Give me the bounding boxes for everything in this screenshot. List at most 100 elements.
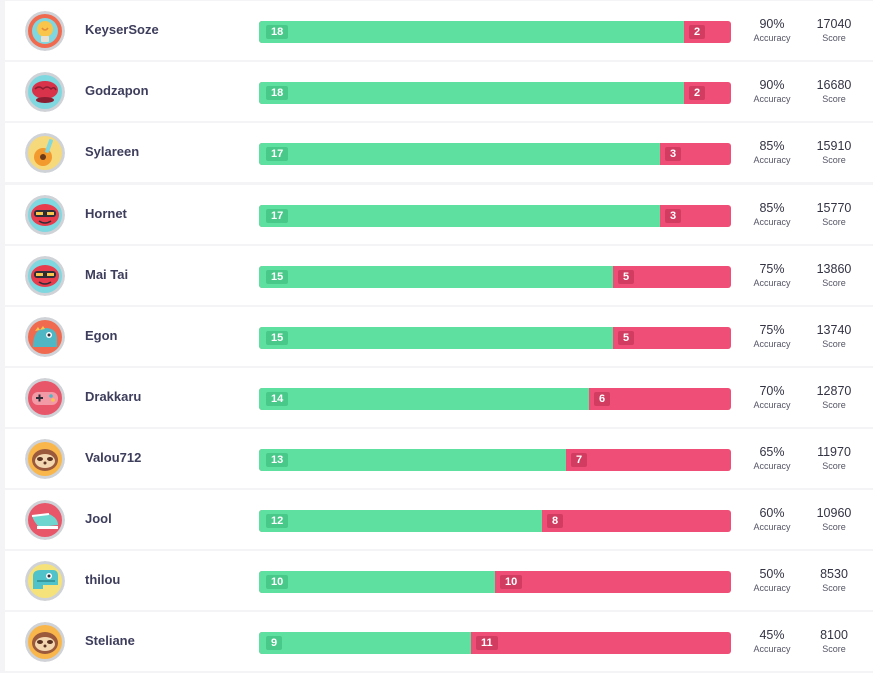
score-label: Score [822,339,846,349]
player-row[interactable]: Valou712 13 7 65% Accuracy 11970 Score [5,429,873,488]
accuracy-label: Accuracy [753,522,791,532]
accuracy-label: Accuracy [753,339,791,349]
correct-count: 13 [266,453,289,467]
accuracy-stat: 45% Accuracy [742,628,802,655]
accuracy-label: Accuracy [753,155,791,165]
score-value: 13860 [816,262,852,276]
accuracy-stat: 75% Accuracy [742,262,802,289]
accuracy-label: Accuracy [753,400,791,410]
accuracy-label: Accuracy [753,644,791,654]
player-row[interactable]: Mai Tai 15 5 75% Accuracy 13860 Score [5,246,873,305]
correct-count: 10 [266,575,289,589]
player-row[interactable]: KeyserSoze 18 2 90% Accuracy 17040 Score [5,1,873,60]
accuracy-stat: 60% Accuracy [742,506,802,533]
correct-count: 15 [266,331,289,345]
sloth-icon [25,439,65,479]
score-label: Score [822,400,846,410]
incorrect-count: 8 [547,514,564,528]
player-name: Sylareen [85,144,140,159]
answer-bar: 18 2 [259,82,731,104]
correct-bar [259,388,589,410]
player-name: Hornet [85,206,127,221]
correct-bar [259,143,660,165]
correct-bar [259,632,471,654]
score-stat: 10960 Score [804,506,864,533]
score-label: Score [822,278,846,288]
accuracy-value: 75% [759,262,785,276]
player-name: Jool [85,511,112,526]
player-row[interactable]: Steliane 9 11 45% Accuracy 8100 Score [5,612,873,671]
dinosaur-icon [25,317,65,357]
answer-bar: 17 3 [259,205,731,227]
score-stat: 12870 Score [804,384,864,411]
score-value: 15770 [816,201,852,215]
player-row[interactable]: Drakkaru 14 6 70% Accuracy 12870 Score [5,368,873,427]
score-label: Score [822,155,846,165]
score-value: 11970 [817,445,851,459]
answer-bar: 15 5 [259,266,731,288]
score-label: Score [822,94,846,104]
player-name: Mai Tai [85,267,129,282]
gamepad-icon [25,378,65,418]
correct-count: 17 [266,209,289,223]
score-value: 8530 [820,567,848,581]
score-value: 16680 [816,78,852,92]
score-value: 8100 [820,628,848,642]
player-name: thilou [85,572,121,587]
player-row[interactable]: Sylareen 17 3 85% Accuracy 15910 Score [5,123,873,182]
score-label: Score [822,33,846,43]
correct-count: 15 [266,270,289,284]
score-stat: 13740 Score [804,323,864,350]
score-value: 10960 [816,506,852,520]
score-value: 13740 [816,323,852,337]
player-row[interactable]: Hornet 17 3 85% Accuracy 15770 Score [5,185,873,244]
player-row[interactable]: Egon 15 5 75% Accuracy 13740 Score [5,307,873,366]
correct-count: 18 [266,25,289,39]
accuracy-label: Accuracy [753,217,791,227]
player-row[interactable]: Jool 12 8 60% Accuracy 10960 Score [5,490,873,549]
score-value: 12870 [816,384,852,398]
accuracy-stat: 90% Accuracy [742,78,802,105]
player-name: Valou712 [85,450,142,465]
score-stat: 16680 Score [804,78,864,105]
accuracy-label: Accuracy [753,94,791,104]
correct-bar [259,510,542,532]
accuracy-value: 85% [759,201,785,215]
score-value: 15910 [816,139,852,153]
score-label: Score [822,461,846,471]
incorrect-count: 3 [665,147,682,161]
answer-bar: 17 3 [259,143,731,165]
accuracy-value: 85% [759,139,785,153]
accuracy-value: 60% [759,506,785,520]
accuracy-value: 75% [759,323,785,337]
correct-count: 17 [266,147,289,161]
player-row[interactable]: thilou 10 10 50% Accuracy 8530 Score [5,551,873,610]
answer-bar: 10 10 [259,571,731,593]
incorrect-count: 11 [476,636,498,650]
correct-count: 12 [266,514,289,528]
score-stat: 15770 Score [804,201,864,228]
player-name: Egon [85,328,118,343]
incorrect-count: 2 [689,25,706,39]
answer-bar: 9 11 [259,632,731,654]
incorrect-count: 5 [618,331,635,345]
incorrect-count: 7 [571,453,588,467]
sloth-icon [25,622,65,662]
score-stat: 8530 Score [804,567,864,594]
player-row[interactable]: Godzapon 18 2 90% Accuracy 16680 Score [5,62,873,121]
correct-count: 9 [266,636,283,650]
incorrect-count: 6 [594,392,611,406]
incorrect-count: 3 [665,209,682,223]
accuracy-value: 45% [759,628,785,642]
correct-bar [259,205,660,227]
correct-count: 18 [266,86,289,100]
accuracy-stat: 65% Accuracy [742,445,802,472]
brain-icon [25,72,65,112]
correct-bar [259,449,566,471]
accuracy-value: 90% [759,78,785,92]
correct-count: 14 [266,392,289,406]
accuracy-label: Accuracy [753,461,791,471]
accuracy-value: 65% [759,445,785,459]
correct-bar [259,21,684,43]
accuracy-label: Accuracy [753,278,791,288]
